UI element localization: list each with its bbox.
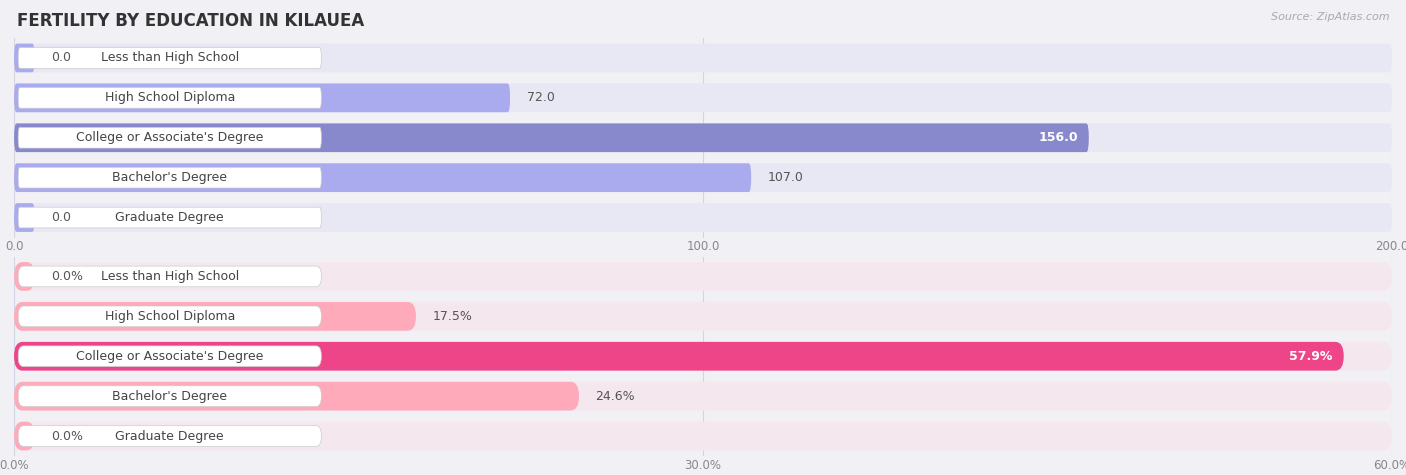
FancyBboxPatch shape xyxy=(18,346,322,367)
FancyBboxPatch shape xyxy=(14,163,1392,192)
FancyBboxPatch shape xyxy=(18,87,322,108)
Text: Graduate Degree: Graduate Degree xyxy=(115,211,224,224)
Text: 156.0: 156.0 xyxy=(1038,131,1078,144)
FancyBboxPatch shape xyxy=(18,127,322,148)
FancyBboxPatch shape xyxy=(14,262,1392,291)
Text: College or Associate's Degree: College or Associate's Degree xyxy=(76,350,263,363)
Text: 0.0: 0.0 xyxy=(51,211,72,224)
Text: 0.0%: 0.0% xyxy=(51,429,83,443)
FancyBboxPatch shape xyxy=(18,386,322,407)
FancyBboxPatch shape xyxy=(18,167,322,188)
Text: Less than High School: Less than High School xyxy=(101,51,239,65)
Text: High School Diploma: High School Diploma xyxy=(104,310,235,323)
FancyBboxPatch shape xyxy=(14,84,1392,112)
FancyBboxPatch shape xyxy=(18,306,322,327)
FancyBboxPatch shape xyxy=(18,426,322,446)
FancyBboxPatch shape xyxy=(14,44,1392,72)
FancyBboxPatch shape xyxy=(14,342,1392,370)
Text: Less than High School: Less than High School xyxy=(101,270,239,283)
Text: High School Diploma: High School Diploma xyxy=(104,91,235,104)
FancyBboxPatch shape xyxy=(14,203,35,232)
Text: 72.0: 72.0 xyxy=(527,91,554,104)
FancyBboxPatch shape xyxy=(14,203,1392,232)
FancyBboxPatch shape xyxy=(18,48,322,68)
FancyBboxPatch shape xyxy=(14,124,1392,152)
FancyBboxPatch shape xyxy=(14,382,1392,410)
FancyBboxPatch shape xyxy=(14,84,510,112)
FancyBboxPatch shape xyxy=(14,262,35,291)
Text: 0.0: 0.0 xyxy=(51,51,72,65)
FancyBboxPatch shape xyxy=(14,422,35,450)
Text: 0.0%: 0.0% xyxy=(51,270,83,283)
FancyBboxPatch shape xyxy=(18,266,322,287)
FancyBboxPatch shape xyxy=(14,382,579,410)
Text: 24.6%: 24.6% xyxy=(596,390,636,403)
FancyBboxPatch shape xyxy=(14,302,416,331)
Text: Source: ZipAtlas.com: Source: ZipAtlas.com xyxy=(1271,12,1389,22)
Text: 17.5%: 17.5% xyxy=(433,310,472,323)
Text: Bachelor's Degree: Bachelor's Degree xyxy=(112,390,228,403)
Text: FERTILITY BY EDUCATION IN KILAUEA: FERTILITY BY EDUCATION IN KILAUEA xyxy=(17,12,364,30)
Text: College or Associate's Degree: College or Associate's Degree xyxy=(76,131,263,144)
FancyBboxPatch shape xyxy=(14,422,1392,450)
FancyBboxPatch shape xyxy=(14,163,751,192)
Text: 107.0: 107.0 xyxy=(768,171,804,184)
FancyBboxPatch shape xyxy=(14,44,35,72)
FancyBboxPatch shape xyxy=(14,302,1392,331)
FancyBboxPatch shape xyxy=(18,207,322,228)
Text: Graduate Degree: Graduate Degree xyxy=(115,429,224,443)
Text: Bachelor's Degree: Bachelor's Degree xyxy=(112,171,228,184)
FancyBboxPatch shape xyxy=(14,124,1088,152)
Text: 57.9%: 57.9% xyxy=(1289,350,1333,363)
FancyBboxPatch shape xyxy=(14,342,1344,370)
